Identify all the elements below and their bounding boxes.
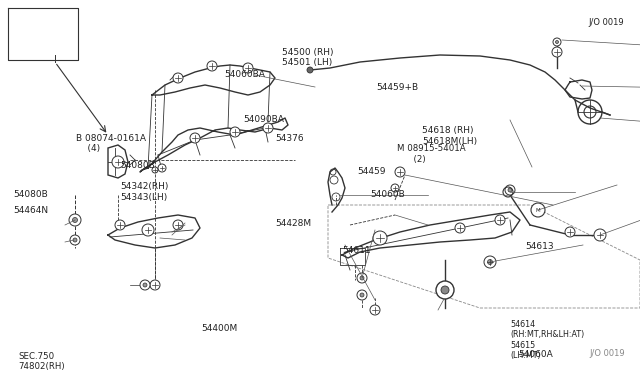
Text: B 08074-0161A
    (4): B 08074-0161A (4) xyxy=(76,134,145,153)
Circle shape xyxy=(395,167,405,177)
Text: 54464N: 54464N xyxy=(13,206,48,215)
Circle shape xyxy=(158,164,166,172)
Circle shape xyxy=(436,281,454,299)
Circle shape xyxy=(357,273,367,283)
Circle shape xyxy=(190,133,200,143)
Text: 54611: 54611 xyxy=(342,246,371,254)
Circle shape xyxy=(484,256,496,268)
Circle shape xyxy=(263,123,273,133)
Circle shape xyxy=(73,238,77,242)
Text: 54080B: 54080B xyxy=(120,161,155,170)
Circle shape xyxy=(508,188,512,192)
Circle shape xyxy=(150,280,160,290)
Circle shape xyxy=(441,286,449,294)
Text: J/O 0019: J/O 0019 xyxy=(589,18,625,27)
Circle shape xyxy=(556,41,559,44)
Circle shape xyxy=(112,156,124,168)
Circle shape xyxy=(230,127,240,137)
Circle shape xyxy=(360,276,364,280)
Circle shape xyxy=(307,67,313,73)
Circle shape xyxy=(207,61,217,71)
Text: 54376: 54376 xyxy=(275,134,304,143)
Text: 54342(RH)
54343(LH): 54342(RH) 54343(LH) xyxy=(120,182,169,202)
Circle shape xyxy=(455,223,465,233)
Circle shape xyxy=(594,229,606,241)
Text: 54060BA: 54060BA xyxy=(224,70,265,79)
Text: J/O 0019: J/O 0019 xyxy=(589,349,625,358)
Circle shape xyxy=(140,280,150,290)
Circle shape xyxy=(152,167,158,173)
Circle shape xyxy=(391,184,399,192)
Circle shape xyxy=(173,220,183,230)
Circle shape xyxy=(485,257,495,267)
Text: 54500 (RH)
54501 (LH): 54500 (RH) 54501 (LH) xyxy=(282,48,333,67)
Text: 54459: 54459 xyxy=(357,167,386,176)
Circle shape xyxy=(115,220,125,230)
Circle shape xyxy=(370,305,380,315)
Circle shape xyxy=(373,231,387,245)
Circle shape xyxy=(243,63,253,73)
Text: SEC.750
74802(RH)
74803(LH): SEC.750 74802(RH) 74803(LH) xyxy=(18,352,65,372)
Circle shape xyxy=(143,283,147,287)
Circle shape xyxy=(173,73,183,83)
Circle shape xyxy=(553,38,561,46)
Text: 54060B: 54060B xyxy=(370,190,404,199)
Text: 54428M: 54428M xyxy=(275,219,311,228)
Text: 54060A: 54060A xyxy=(518,350,553,359)
Text: M 08915-5401A
      (2): M 08915-5401A (2) xyxy=(397,144,465,164)
Circle shape xyxy=(565,227,575,237)
Circle shape xyxy=(495,215,505,225)
Text: M: M xyxy=(536,208,540,212)
Text: 54618 (RH)
54618M(LH): 54618 (RH) 54618M(LH) xyxy=(422,126,477,146)
Text: 54090BA: 54090BA xyxy=(243,115,284,124)
Circle shape xyxy=(70,235,80,245)
Circle shape xyxy=(142,224,154,236)
Circle shape xyxy=(488,260,493,264)
Circle shape xyxy=(69,214,81,226)
Circle shape xyxy=(552,47,562,57)
Text: 54459+B: 54459+B xyxy=(376,83,419,92)
Circle shape xyxy=(505,185,515,195)
Text: 54080B: 54080B xyxy=(13,190,47,199)
Text: 54613: 54613 xyxy=(525,242,554,251)
Circle shape xyxy=(357,290,367,300)
Circle shape xyxy=(360,293,364,297)
Text: 54614
(RH:MT,RH&LH:AT)
54615
(LH:MT): 54614 (RH:MT,RH&LH:AT) 54615 (LH:MT) xyxy=(511,320,585,360)
Circle shape xyxy=(72,218,77,222)
Text: 54400M: 54400M xyxy=(202,324,238,333)
Circle shape xyxy=(531,203,545,217)
